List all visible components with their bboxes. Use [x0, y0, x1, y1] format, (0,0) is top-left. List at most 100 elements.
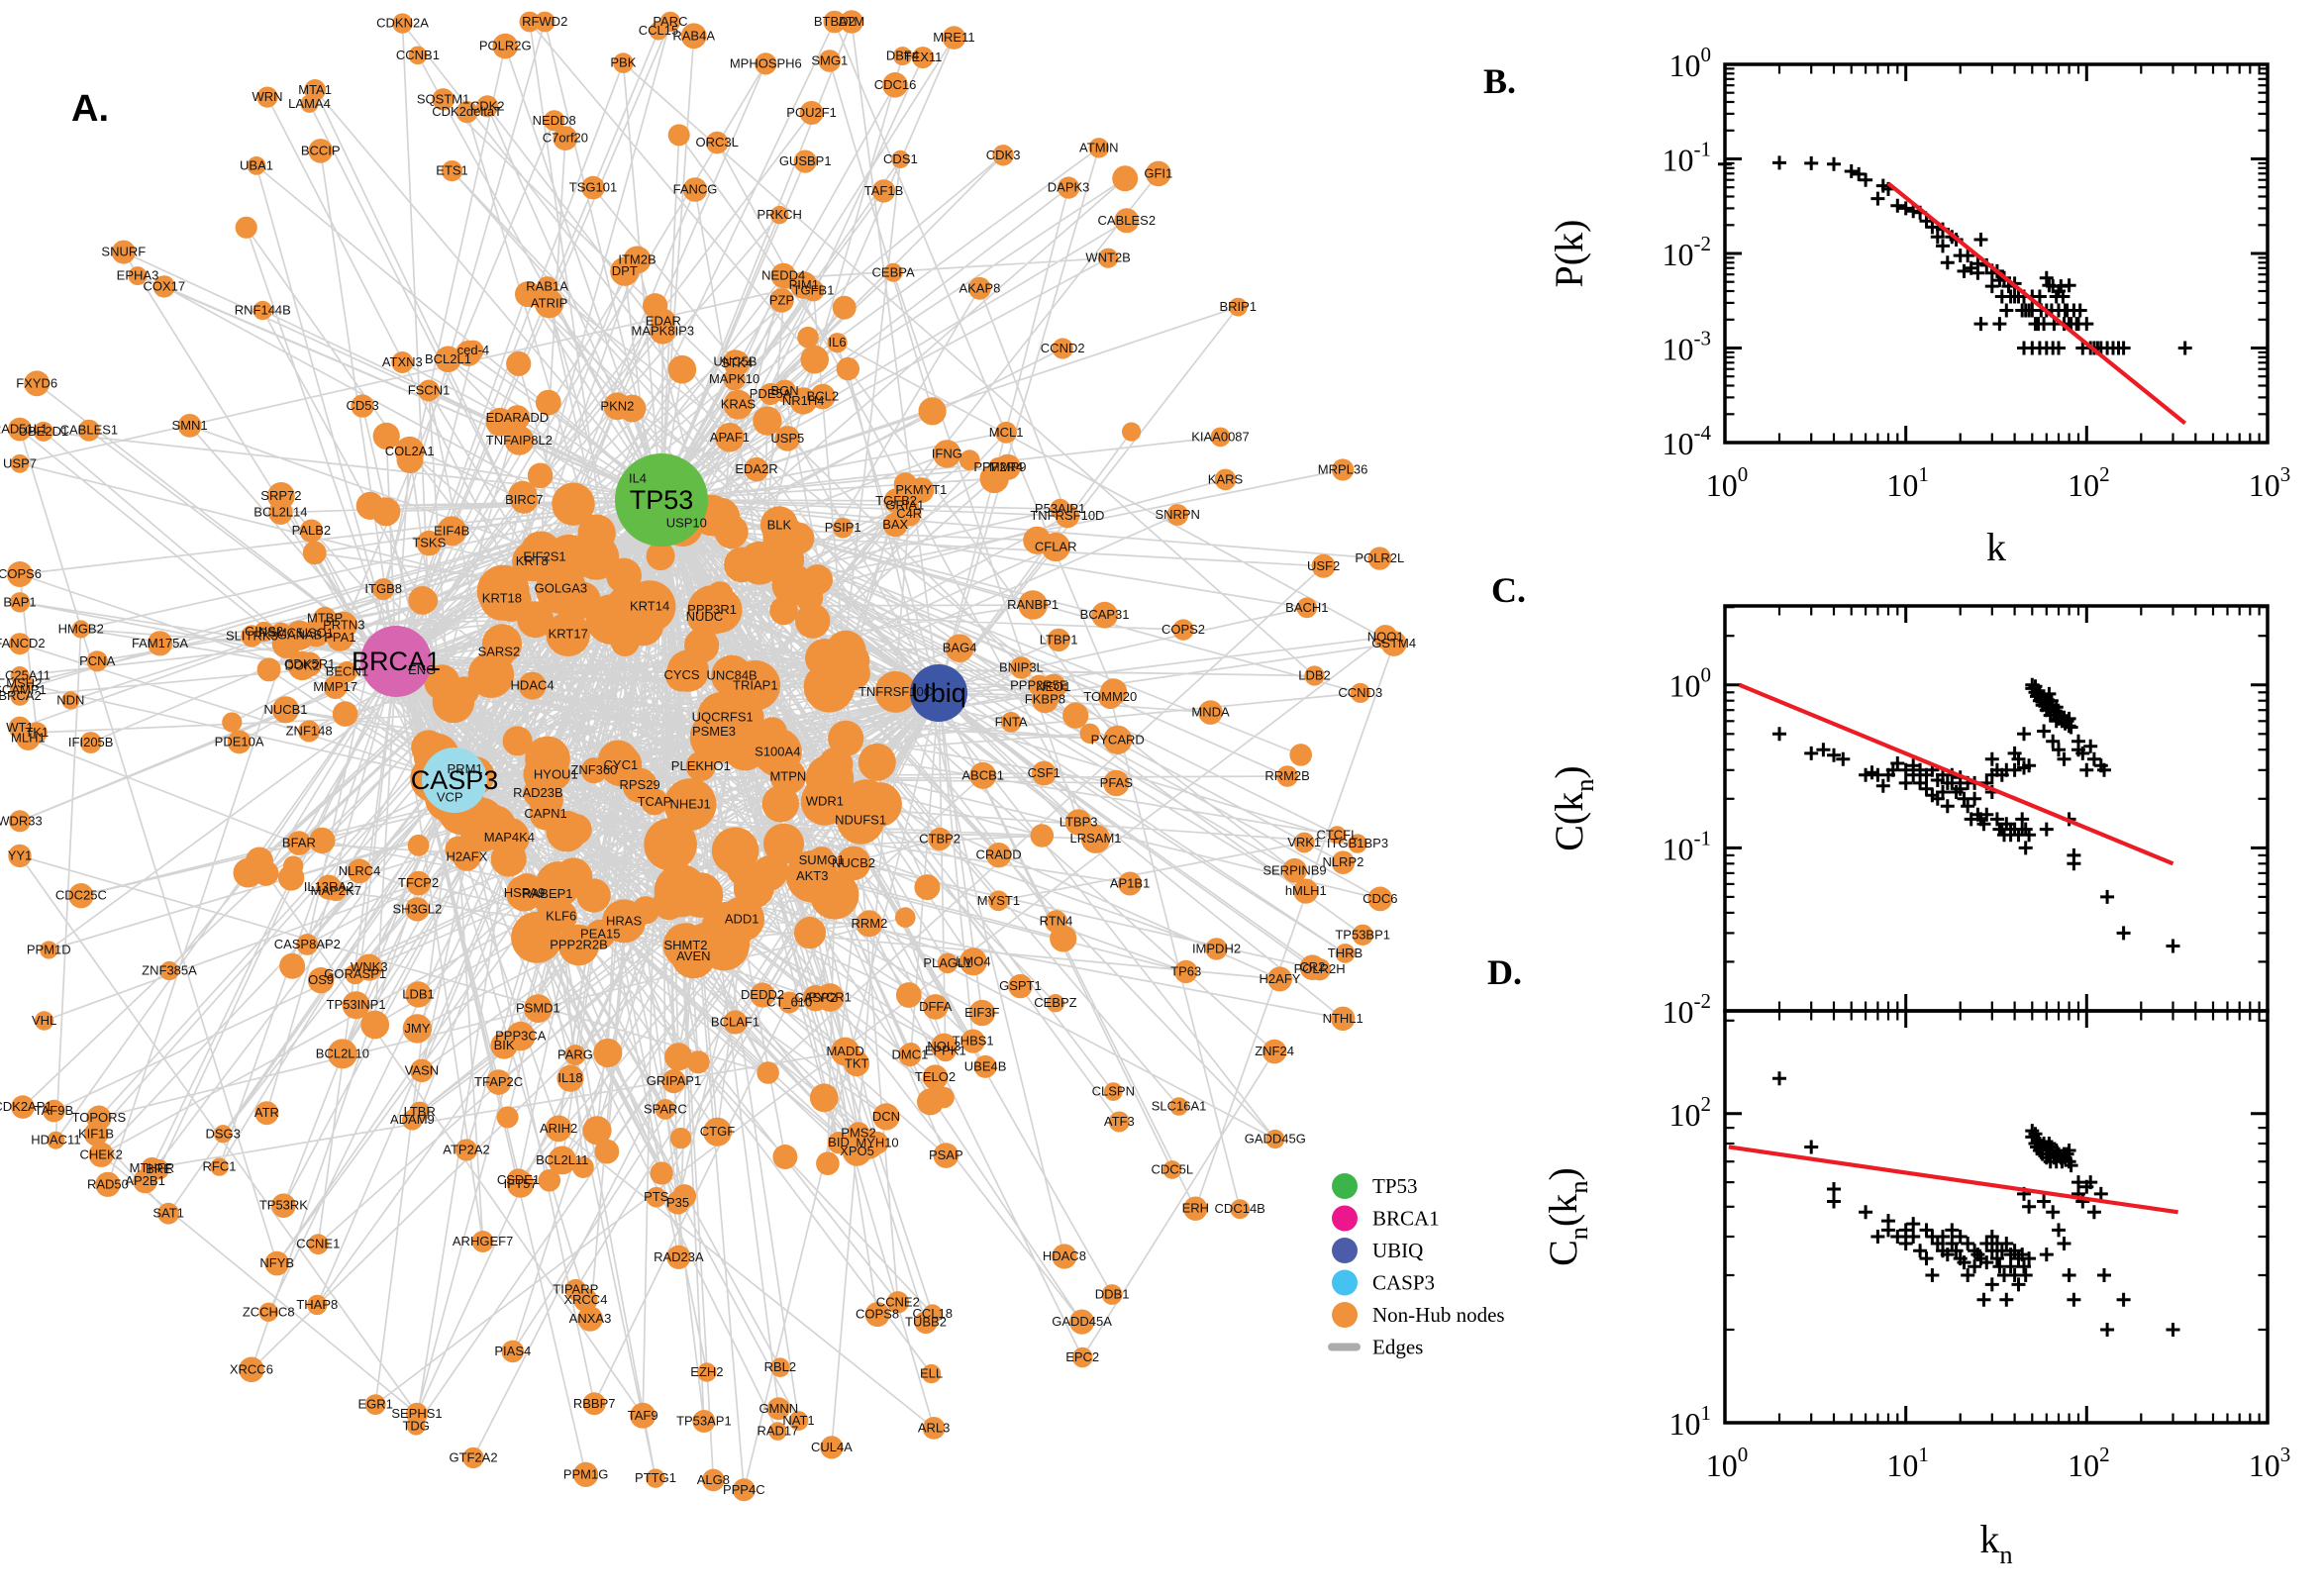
network-node-label: CDC14B	[1215, 1201, 1265, 1216]
network-node	[697, 1362, 717, 1382]
network-node	[1103, 725, 1133, 754]
network-node-label: VCP	[437, 790, 463, 805]
network-node-label: COPS2	[1162, 622, 1205, 637]
network-node	[914, 1311, 938, 1335]
network-node	[797, 326, 819, 349]
network-node	[407, 834, 430, 856]
network-node	[832, 517, 854, 539]
network-node	[79, 732, 102, 753]
network-node-label: UBE4B	[964, 1058, 1007, 1073]
network-node	[572, 1156, 594, 1178]
network-node	[157, 1202, 180, 1225]
network-node-label: VASN	[405, 1062, 439, 1077]
network-node	[546, 612, 591, 656]
network-node-label: NEDD4	[761, 267, 805, 282]
network-node	[462, 1446, 484, 1469]
network-node	[1118, 871, 1143, 896]
network-node-label: KARS	[1208, 471, 1244, 486]
network-node-label: GMNN	[758, 1401, 798, 1416]
network-node-label: PEA15	[580, 927, 620, 942]
network-node-label: BCAP31	[1080, 607, 1130, 622]
network-node	[496, 1106, 519, 1129]
network-node	[563, 581, 601, 619]
network-node-label: PYCARD	[1091, 732, 1145, 747]
network-node-label: HMGB2	[58, 622, 104, 637]
network-node	[988, 890, 1009, 912]
network-node-label: ATRIP	[531, 296, 567, 311]
network-node	[895, 907, 916, 928]
network-node-label: NTHL1	[1323, 1011, 1364, 1026]
network-node	[630, 1402, 656, 1429]
network-node-label: CTGF	[700, 1124, 735, 1139]
network-node-label: CYCS	[663, 667, 699, 682]
network-node	[515, 281, 541, 308]
network-node-label: PLEKHO1	[671, 758, 731, 773]
legend-label: UBIQ	[1372, 1239, 1423, 1262]
legend-item: Edges	[1328, 1336, 1423, 1359]
tick-label: 100	[1706, 1443, 1749, 1483]
network-node	[644, 818, 697, 871]
network-node-label: PCNA	[79, 653, 115, 668]
network-node-label: ATXN3	[382, 354, 423, 369]
network-node	[1276, 765, 1298, 787]
network-node-label: CCND2	[1041, 341, 1085, 355]
network-node-label: TEX11	[904, 50, 943, 64]
network-node	[774, 426, 801, 451]
network-node	[795, 603, 831, 639]
network-node	[9, 592, 31, 613]
network-node	[769, 758, 806, 795]
network-panel: TRIAP1 HYOU1 SARS2 WDR1 RABEP1 S100A4 NUDC SHMT…	[0, 10, 1416, 1502]
network-node	[1114, 208, 1140, 234]
network-node	[655, 1099, 676, 1120]
network-node-label: MTPN	[769, 768, 806, 783]
network-node-label: NHEJ1	[670, 797, 711, 812]
network-node-label: RAD51L1	[0, 422, 48, 437]
network-node-label: MRPL36	[1318, 462, 1368, 477]
network-node-label: TSKS	[412, 536, 446, 550]
network-node	[267, 482, 295, 510]
network-node	[770, 1357, 790, 1377]
network-node	[945, 634, 974, 662]
network-node-label: RPS29	[619, 777, 659, 792]
network-node	[667, 124, 690, 147]
network-node	[10, 453, 30, 473]
network-node-label: USP7	[3, 455, 37, 470]
network-node-label: PPP3CA	[495, 1029, 547, 1044]
network-node	[432, 88, 454, 111]
network-node	[761, 785, 799, 823]
network-node-label: ZNF360	[570, 762, 617, 777]
network-node	[519, 11, 541, 33]
network-node-label: LTBP3	[1060, 815, 1098, 830]
network-node	[298, 720, 321, 743]
network-node-label: EPPK1	[925, 1043, 966, 1057]
network-node-label: RBL2	[764, 1359, 797, 1374]
network-node	[10, 686, 30, 706]
network-node	[750, 982, 775, 1008]
network-node	[364, 1394, 386, 1415]
network-node-label: PPP3R1	[687, 602, 737, 617]
axis-title: P(k)	[1547, 220, 1591, 288]
network-node	[77, 419, 100, 442]
network-node	[372, 578, 395, 601]
network-node-label: MLH1	[11, 731, 46, 746]
network-node	[759, 382, 782, 406]
network-node-label: EIF3F	[964, 1005, 999, 1020]
network-node-label: SUMO1	[799, 852, 845, 867]
network-node	[723, 349, 748, 374]
network-node	[829, 796, 860, 827]
network-node	[900, 1043, 922, 1063]
network-node-label: SRP72	[260, 488, 301, 503]
network-node	[827, 333, 848, 353]
network-node	[597, 740, 639, 780]
network-node-label: RBBP7	[573, 1396, 616, 1411]
network-node	[342, 991, 370, 1020]
network-node	[564, 1045, 586, 1066]
network-node-label: NLRP2	[1322, 854, 1364, 869]
network-node-label: TGFB1	[793, 283, 835, 298]
network-node	[922, 1064, 949, 1090]
network-node	[757, 536, 805, 584]
network-node-label: HDAC11	[31, 1133, 80, 1147]
network-node-label: PSMC5	[259, 626, 304, 641]
network-node-label: WDR33	[0, 813, 43, 828]
